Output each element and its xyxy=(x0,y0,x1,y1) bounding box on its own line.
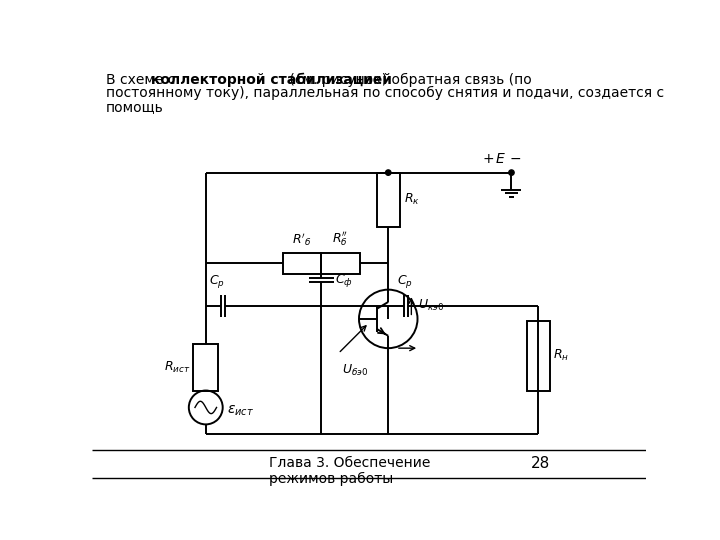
Text: $\varepsilon_{ист}$: $\varepsilon_{ист}$ xyxy=(228,404,254,418)
Text: $R_{ист}$: $R_{ист}$ xyxy=(164,360,190,375)
Text: (см. рисунок) обратная связь (по: (см. рисунок) обратная связь (по xyxy=(285,72,531,86)
Text: коллекторной стабилизацией: коллекторной стабилизацией xyxy=(150,72,392,87)
Bar xyxy=(283,253,321,274)
Text: $U_{б э 0}$: $U_{б э 0}$ xyxy=(342,363,369,378)
Text: $U_{кэ0}$: $U_{кэ0}$ xyxy=(418,298,444,313)
Text: постоянному току), параллельная по способу снятия и подачи, создается с: постоянному току), параллельная по спосо… xyxy=(106,86,664,100)
Bar xyxy=(377,173,400,226)
Text: Глава 3. Обеспечение
режимов работы: Глава 3. Обеспечение режимов работы xyxy=(269,456,431,487)
Text: $+\,E\,-$: $+\,E\,-$ xyxy=(482,152,522,166)
Circle shape xyxy=(509,170,514,176)
Text: $C_р$: $C_р$ xyxy=(397,273,413,291)
Bar xyxy=(527,321,550,390)
Text: $R^{\prime\prime}_б$: $R^{\prime\prime}_б$ xyxy=(333,229,348,248)
Text: $C_р$: $C_р$ xyxy=(209,273,225,291)
Text: $R'_б$: $R'_б$ xyxy=(292,232,312,248)
Text: 28: 28 xyxy=(531,456,550,471)
Circle shape xyxy=(385,170,391,176)
Text: помощь: помощь xyxy=(106,100,163,114)
Text: В схеме с: В схеме с xyxy=(106,72,179,86)
Text: $R_н$: $R_н$ xyxy=(553,348,569,363)
Bar xyxy=(194,345,218,390)
Text: $C_ф$: $C_ф$ xyxy=(335,272,353,289)
Text: $R_к$: $R_к$ xyxy=(404,192,420,207)
Bar xyxy=(321,253,360,274)
